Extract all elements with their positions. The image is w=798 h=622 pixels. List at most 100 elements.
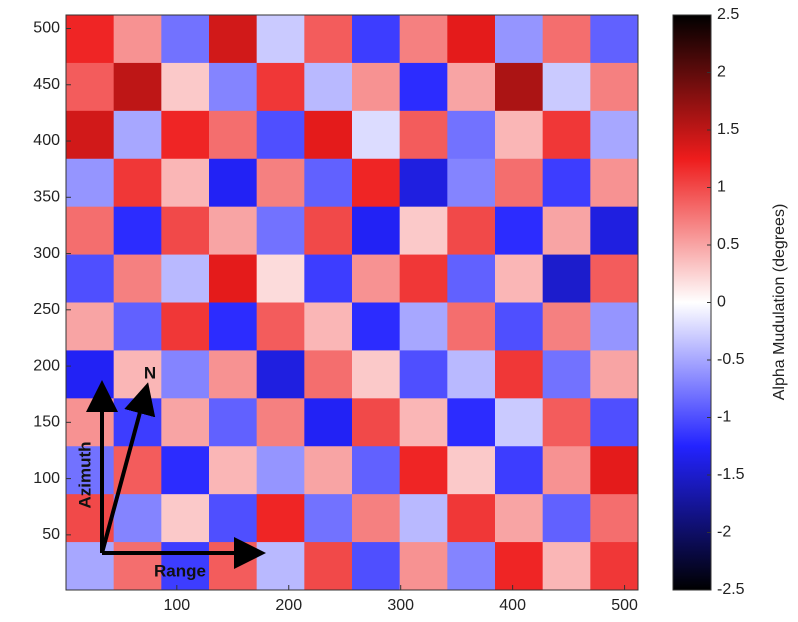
heat-cell xyxy=(113,158,162,208)
heat-cell xyxy=(352,398,401,447)
heat-cell xyxy=(495,15,544,64)
heat-cell xyxy=(256,62,305,112)
y-tick-label: 300 xyxy=(33,245,60,262)
y-tick-label: 200 xyxy=(33,357,60,374)
heat-cell xyxy=(399,62,448,112)
heat-cell xyxy=(209,254,258,303)
heat-cell xyxy=(590,350,639,399)
heat-cell xyxy=(590,398,639,447)
heat-cell xyxy=(304,254,353,303)
heat-cell xyxy=(304,494,353,543)
plot-frame xyxy=(65,14,639,591)
heatmap xyxy=(66,15,639,591)
heat-cell xyxy=(66,542,115,591)
heat-cell xyxy=(399,446,448,495)
colorbar-tick-label: 0 xyxy=(717,294,726,311)
heat-cell xyxy=(66,15,115,64)
heat-cell xyxy=(447,15,496,64)
x-tick-label: 300 xyxy=(387,597,414,614)
colorbar-tick-label: 1.5 xyxy=(717,121,739,138)
heat-cell xyxy=(542,62,591,112)
heat-cell xyxy=(161,15,210,64)
heat-cell xyxy=(542,110,591,160)
heat-cell xyxy=(447,62,496,112)
y-tick-label: 400 xyxy=(33,132,60,149)
heat-cell xyxy=(590,15,639,64)
compass: Azimuth N Range xyxy=(75,363,266,580)
y-tick-label: 100 xyxy=(33,470,60,487)
heat-cell xyxy=(161,446,210,495)
heat-cell xyxy=(304,302,353,351)
heat-cell xyxy=(161,350,210,399)
heat-cell xyxy=(304,110,353,160)
heat-cell xyxy=(352,206,401,256)
heat-cell xyxy=(113,542,162,591)
heat-cell xyxy=(113,110,162,160)
colorbar-tick-label: -1 xyxy=(717,409,731,426)
x-tick-label: 400 xyxy=(499,597,526,614)
heat-cell xyxy=(209,206,258,256)
heat-cell xyxy=(66,254,115,303)
heat-cell xyxy=(495,254,544,303)
heat-cell xyxy=(495,206,544,256)
heat-cell xyxy=(590,494,639,543)
heat-cell xyxy=(590,110,639,160)
y-tick-label: 500 xyxy=(33,20,60,37)
colorbar-tick-label: 2 xyxy=(717,64,726,81)
heat-cell xyxy=(209,15,258,64)
heat-cell xyxy=(447,494,496,543)
heat-cell xyxy=(161,254,210,303)
heat-cell xyxy=(66,446,115,495)
heat-cell xyxy=(542,254,591,303)
heat-cell xyxy=(304,446,353,495)
heat-cell xyxy=(590,542,639,591)
heat-cell xyxy=(304,398,353,447)
y-tick-label: 50 xyxy=(42,526,60,543)
heat-cell xyxy=(495,446,544,495)
heat-cell xyxy=(542,158,591,208)
heat-cell xyxy=(447,446,496,495)
heat-cell xyxy=(161,494,210,543)
heat-cell xyxy=(447,350,496,399)
heat-cell xyxy=(256,15,305,64)
y-tick-label: 450 xyxy=(33,76,60,93)
heat-cell xyxy=(542,15,591,64)
heat-cell xyxy=(209,158,258,208)
heat-cell xyxy=(161,62,210,112)
heat-cell xyxy=(495,302,544,351)
heat-cell xyxy=(495,350,544,399)
heat-cell xyxy=(352,302,401,351)
colorbar xyxy=(672,14,712,591)
heat-cell xyxy=(113,254,162,303)
heat-cell xyxy=(161,302,210,351)
heat-cell xyxy=(209,446,258,495)
heat-cell xyxy=(256,254,305,303)
colorbar-tick-label: -1.5 xyxy=(717,466,745,483)
heat-cell xyxy=(399,15,448,64)
heat-cell xyxy=(256,350,305,399)
heat-cell xyxy=(256,110,305,160)
heat-cell xyxy=(161,542,210,591)
heat-cell xyxy=(447,110,496,160)
heat-cell xyxy=(495,398,544,447)
heat-cell xyxy=(209,398,258,447)
heat-cell xyxy=(495,110,544,160)
heat-cell xyxy=(399,398,448,447)
heat-cell xyxy=(161,206,210,256)
heat-cell xyxy=(66,398,115,447)
north-arrow xyxy=(100,382,156,554)
heat-cell xyxy=(304,206,353,256)
annotation: N xyxy=(144,363,156,382)
heat-cell xyxy=(66,158,115,208)
heat-cell xyxy=(399,494,448,543)
heat-cell xyxy=(161,110,210,160)
heat-cell xyxy=(590,158,639,208)
heat-cell xyxy=(352,158,401,208)
colorbar-tick-label: 2.5 xyxy=(717,6,739,23)
colorbar-tick-label: -2 xyxy=(717,524,731,541)
heat-cell xyxy=(399,302,448,351)
heat-cell xyxy=(495,158,544,208)
x-tick-label: 500 xyxy=(611,597,638,614)
heat-cell xyxy=(447,206,496,256)
